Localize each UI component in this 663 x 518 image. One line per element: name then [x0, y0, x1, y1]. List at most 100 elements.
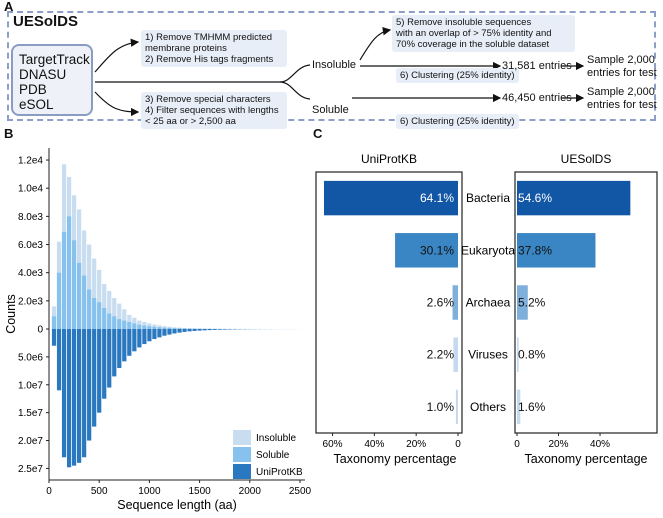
bar-soluble — [61, 231, 67, 329]
sample-soluble-line-1: Sample 2,000 — [587, 86, 655, 98]
overlap-step-line-2: with an overlap of > 75% identity and — [396, 28, 552, 39]
bar-uesolds-eukaryota — [517, 233, 596, 268]
bar-insoluble — [97, 269, 102, 329]
bar-soluble — [127, 321, 132, 329]
bar-insoluble — [117, 303, 122, 329]
bar-soluble — [162, 327, 167, 329]
left-x-tick-label: 0 — [455, 439, 461, 450]
panel-label-b: B — [4, 126, 14, 141]
bar-insoluble — [177, 327, 182, 329]
y-axis-title: Counts — [4, 294, 18, 334]
bar-soluble — [182, 328, 187, 329]
right-panel-frame — [514, 171, 658, 434]
bar-insoluble — [132, 317, 137, 329]
bar-uniprotkb-others — [455, 389, 458, 425]
sample-insoluble-line-2: entries for test — [587, 67, 657, 79]
y-tick-label: 2.5e7 — [18, 464, 43, 475]
label-uniprotkb-value: 64.1% — [420, 191, 454, 205]
label-uniprotkb-value: 2.6% — [427, 296, 455, 310]
x-tick-label: 1500 — [188, 486, 211, 497]
bar-uniprotkb — [172, 329, 177, 334]
category-label: Viruses — [468, 348, 508, 362]
bar-soluble — [82, 275, 87, 329]
bar-uniprotkb — [87, 329, 92, 441]
legend-label: Insoluble — [256, 433, 296, 444]
bar-soluble — [157, 327, 162, 329]
bar-soluble — [51, 316, 57, 329]
bar-soluble — [142, 325, 147, 329]
soluble-entry-count: 46,450 entries — [502, 92, 572, 104]
y-tick-label: 4.0e3 — [18, 268, 43, 279]
bar-uniprotkb — [56, 329, 62, 391]
bar-soluble — [92, 298, 97, 329]
bar-insoluble — [102, 283, 107, 329]
bar-soluble — [152, 326, 157, 329]
bar-soluble — [56, 272, 62, 329]
legend-swatch — [233, 430, 251, 445]
left-x-axis-title: Taxonomy percentage — [334, 452, 457, 466]
label-uniprotkb-value: 2.2% — [427, 348, 455, 362]
legend-swatch — [233, 447, 251, 462]
bar-soluble — [66, 216, 72, 329]
bar-uniprotkb — [71, 329, 77, 466]
category-label: Bacteria — [466, 191, 510, 205]
label-uesolds-value: 37.8% — [518, 243, 552, 257]
bar-uniprotkb — [227, 329, 232, 330]
bar-soluble — [87, 289, 92, 329]
left-panel-title: UniProtKB — [361, 152, 417, 166]
insoluble-branch-label: Insoluble — [312, 59, 357, 71]
length-distribution-chart: 1.2e4 1.0e4 8.0e3 6.0e3 4.0e3 2.0e3 0 5.0e6 1.0e… — [4, 148, 312, 512]
bar-uniprotkb — [82, 329, 87, 458]
bar-uniprotkb — [142, 329, 147, 345]
bar-uniprotkb — [202, 329, 207, 331]
x-tick-label: 0 — [46, 486, 52, 497]
left-x-tick-label: 60% — [323, 439, 343, 450]
label-uesolds-value: 0.8% — [518, 348, 546, 362]
bar-uniprotkb — [147, 329, 152, 342]
pipeline-arrows — [94, 27, 585, 117]
category-label: Others — [470, 400, 506, 414]
label-uniprotkb-value: 1.0% — [427, 400, 455, 414]
bar-uniprotkb — [107, 329, 112, 388]
legend-swatch — [233, 464, 251, 479]
bar-insoluble — [127, 314, 132, 329]
y-tick-label: 2.0e7 — [18, 436, 43, 447]
bar-uniprotkb — [117, 329, 122, 369]
y-tick-label: 6.0e3 — [18, 240, 43, 251]
bar-uniprotkb-viruses — [453, 337, 458, 372]
bar-uniprotkb — [157, 329, 162, 338]
bar-uesolds-archaea — [517, 285, 528, 320]
overlap-step-line-1: 5) Remove insoluble sequences — [396, 17, 532, 28]
bar-soluble — [107, 313, 112, 329]
bar-soluble — [167, 327, 172, 329]
bar-insoluble — [197, 328, 202, 329]
right-x-tick-label: 20% — [549, 439, 569, 450]
y-tick-label: 0 — [37, 325, 43, 336]
source-esol: eSOL — [19, 97, 54, 112]
bar-uniprotkb — [92, 329, 97, 427]
legend-label: UniProtKB — [256, 467, 303, 478]
x-tick-label: 500 — [91, 486, 108, 497]
bar-insoluble — [87, 244, 92, 329]
source-databases-box: TargetTrack DNASU PDB eSOL — [11, 44, 93, 116]
bar-uniprotkb — [187, 329, 192, 332]
bar-uniprotkb — [127, 329, 132, 356]
label-uesolds-value: 54.6% — [518, 191, 552, 205]
bar-uniprotkb — [222, 329, 227, 330]
y-tick-label: 1.0e7 — [18, 380, 43, 391]
clustering-insoluble: 6) Clustering (25% identity) — [396, 68, 519, 83]
filter-step-4b: < 25 aa or > 2,500 aa — [145, 116, 236, 127]
bar-uniprotkb — [102, 329, 107, 399]
bar-soluble — [122, 320, 127, 329]
bar-uniprotkb-archaea — [452, 285, 458, 320]
x-tick-label: 2500 — [289, 486, 312, 497]
bar-uniprotkb-bacteria — [323, 180, 458, 216]
bar-soluble — [172, 328, 177, 329]
bar-uesolds-bacteria — [517, 180, 631, 216]
bar-uniprotkb — [182, 329, 187, 332]
clustering-soluble: 6) Clustering (25% identity) — [396, 114, 519, 129]
filter-step-4: 4) Filter sequences with lengths — [145, 105, 279, 116]
bar-uniprotkb — [61, 329, 67, 458]
overlap-removal-step: 5) Remove insoluble sequences with an ov… — [392, 15, 575, 52]
x-tick-label: 2000 — [239, 486, 262, 497]
